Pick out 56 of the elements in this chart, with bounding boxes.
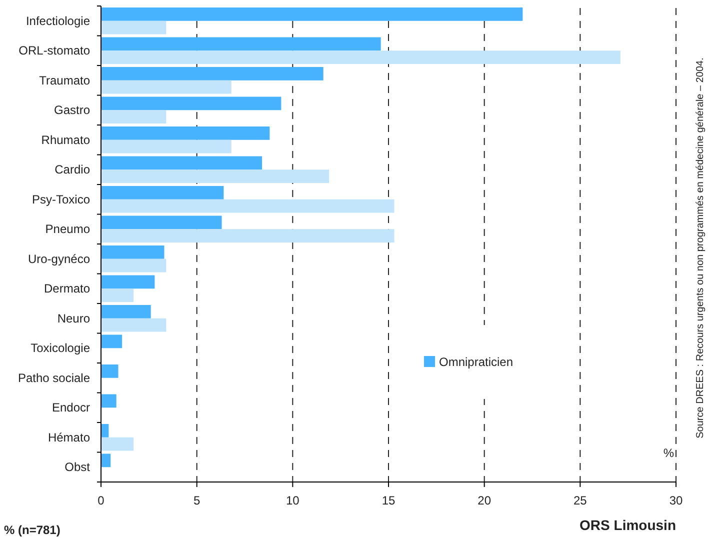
y-tick-label: Psy-Toxico xyxy=(32,192,90,206)
bar xyxy=(101,37,381,51)
bar xyxy=(101,245,164,259)
bar xyxy=(101,80,232,94)
x-axis-title: % xyxy=(663,446,674,460)
bar xyxy=(101,394,116,408)
bar xyxy=(101,140,232,154)
y-tick-label: Cardio xyxy=(54,162,90,177)
y-tick-label: Endocr xyxy=(52,400,90,415)
x-tick-label: 20 xyxy=(478,493,492,508)
bar xyxy=(101,275,155,289)
bar xyxy=(101,318,166,332)
bar xyxy=(101,454,111,468)
bar xyxy=(101,288,134,302)
y-tick-label: Uro-gynéco xyxy=(28,252,90,266)
y-tick-label: Pneumo xyxy=(45,222,90,236)
y-tick-label: Obst xyxy=(64,460,91,474)
x-tick-label: 25 xyxy=(573,493,588,508)
y-tick-label: Patho sociale xyxy=(18,370,90,385)
bar xyxy=(101,170,330,184)
x-tick-label: 15 xyxy=(382,493,396,508)
bar xyxy=(101,186,224,200)
bar xyxy=(101,258,166,272)
bar xyxy=(101,304,151,318)
y-tick-label: Toxicologie xyxy=(30,341,90,356)
bar xyxy=(101,110,166,124)
y-tick-label: Neuro xyxy=(57,311,90,326)
y-tick-label: Hémato xyxy=(48,430,90,444)
bar xyxy=(101,126,270,140)
text: % (n=781) xyxy=(4,523,60,537)
y-tick-label: Gastro xyxy=(54,103,90,118)
source-note: Source DREES : Recours urgents ou non programmés en médecine générale – 2004. xyxy=(695,58,706,438)
y-tick-label: Dermato xyxy=(44,282,90,296)
x-tick-label: 10 xyxy=(286,493,300,508)
y-tick-label: ORL-stomato xyxy=(18,44,90,58)
bar xyxy=(101,50,620,64)
x-tick-label: 0 xyxy=(98,493,105,508)
bar xyxy=(101,7,523,21)
bar xyxy=(101,364,118,378)
y-tick-label: Rhumato xyxy=(41,132,90,147)
bar xyxy=(101,334,122,348)
bar xyxy=(101,156,262,170)
bar xyxy=(101,96,282,110)
x-tick-label: 5 xyxy=(193,493,200,508)
bar xyxy=(101,424,109,438)
bar xyxy=(101,20,166,34)
bar xyxy=(101,199,394,213)
bar xyxy=(101,66,324,80)
x-tick-label: 30 xyxy=(669,493,683,508)
y-tick-label: Infectiologie xyxy=(26,14,90,28)
bar xyxy=(101,216,222,230)
bar xyxy=(101,229,394,243)
bar xyxy=(101,437,134,451)
text: ORS Limousin xyxy=(580,517,676,533)
legend-label: Omnipraticien xyxy=(439,355,514,369)
y-tick-label: Traumato xyxy=(39,73,90,88)
